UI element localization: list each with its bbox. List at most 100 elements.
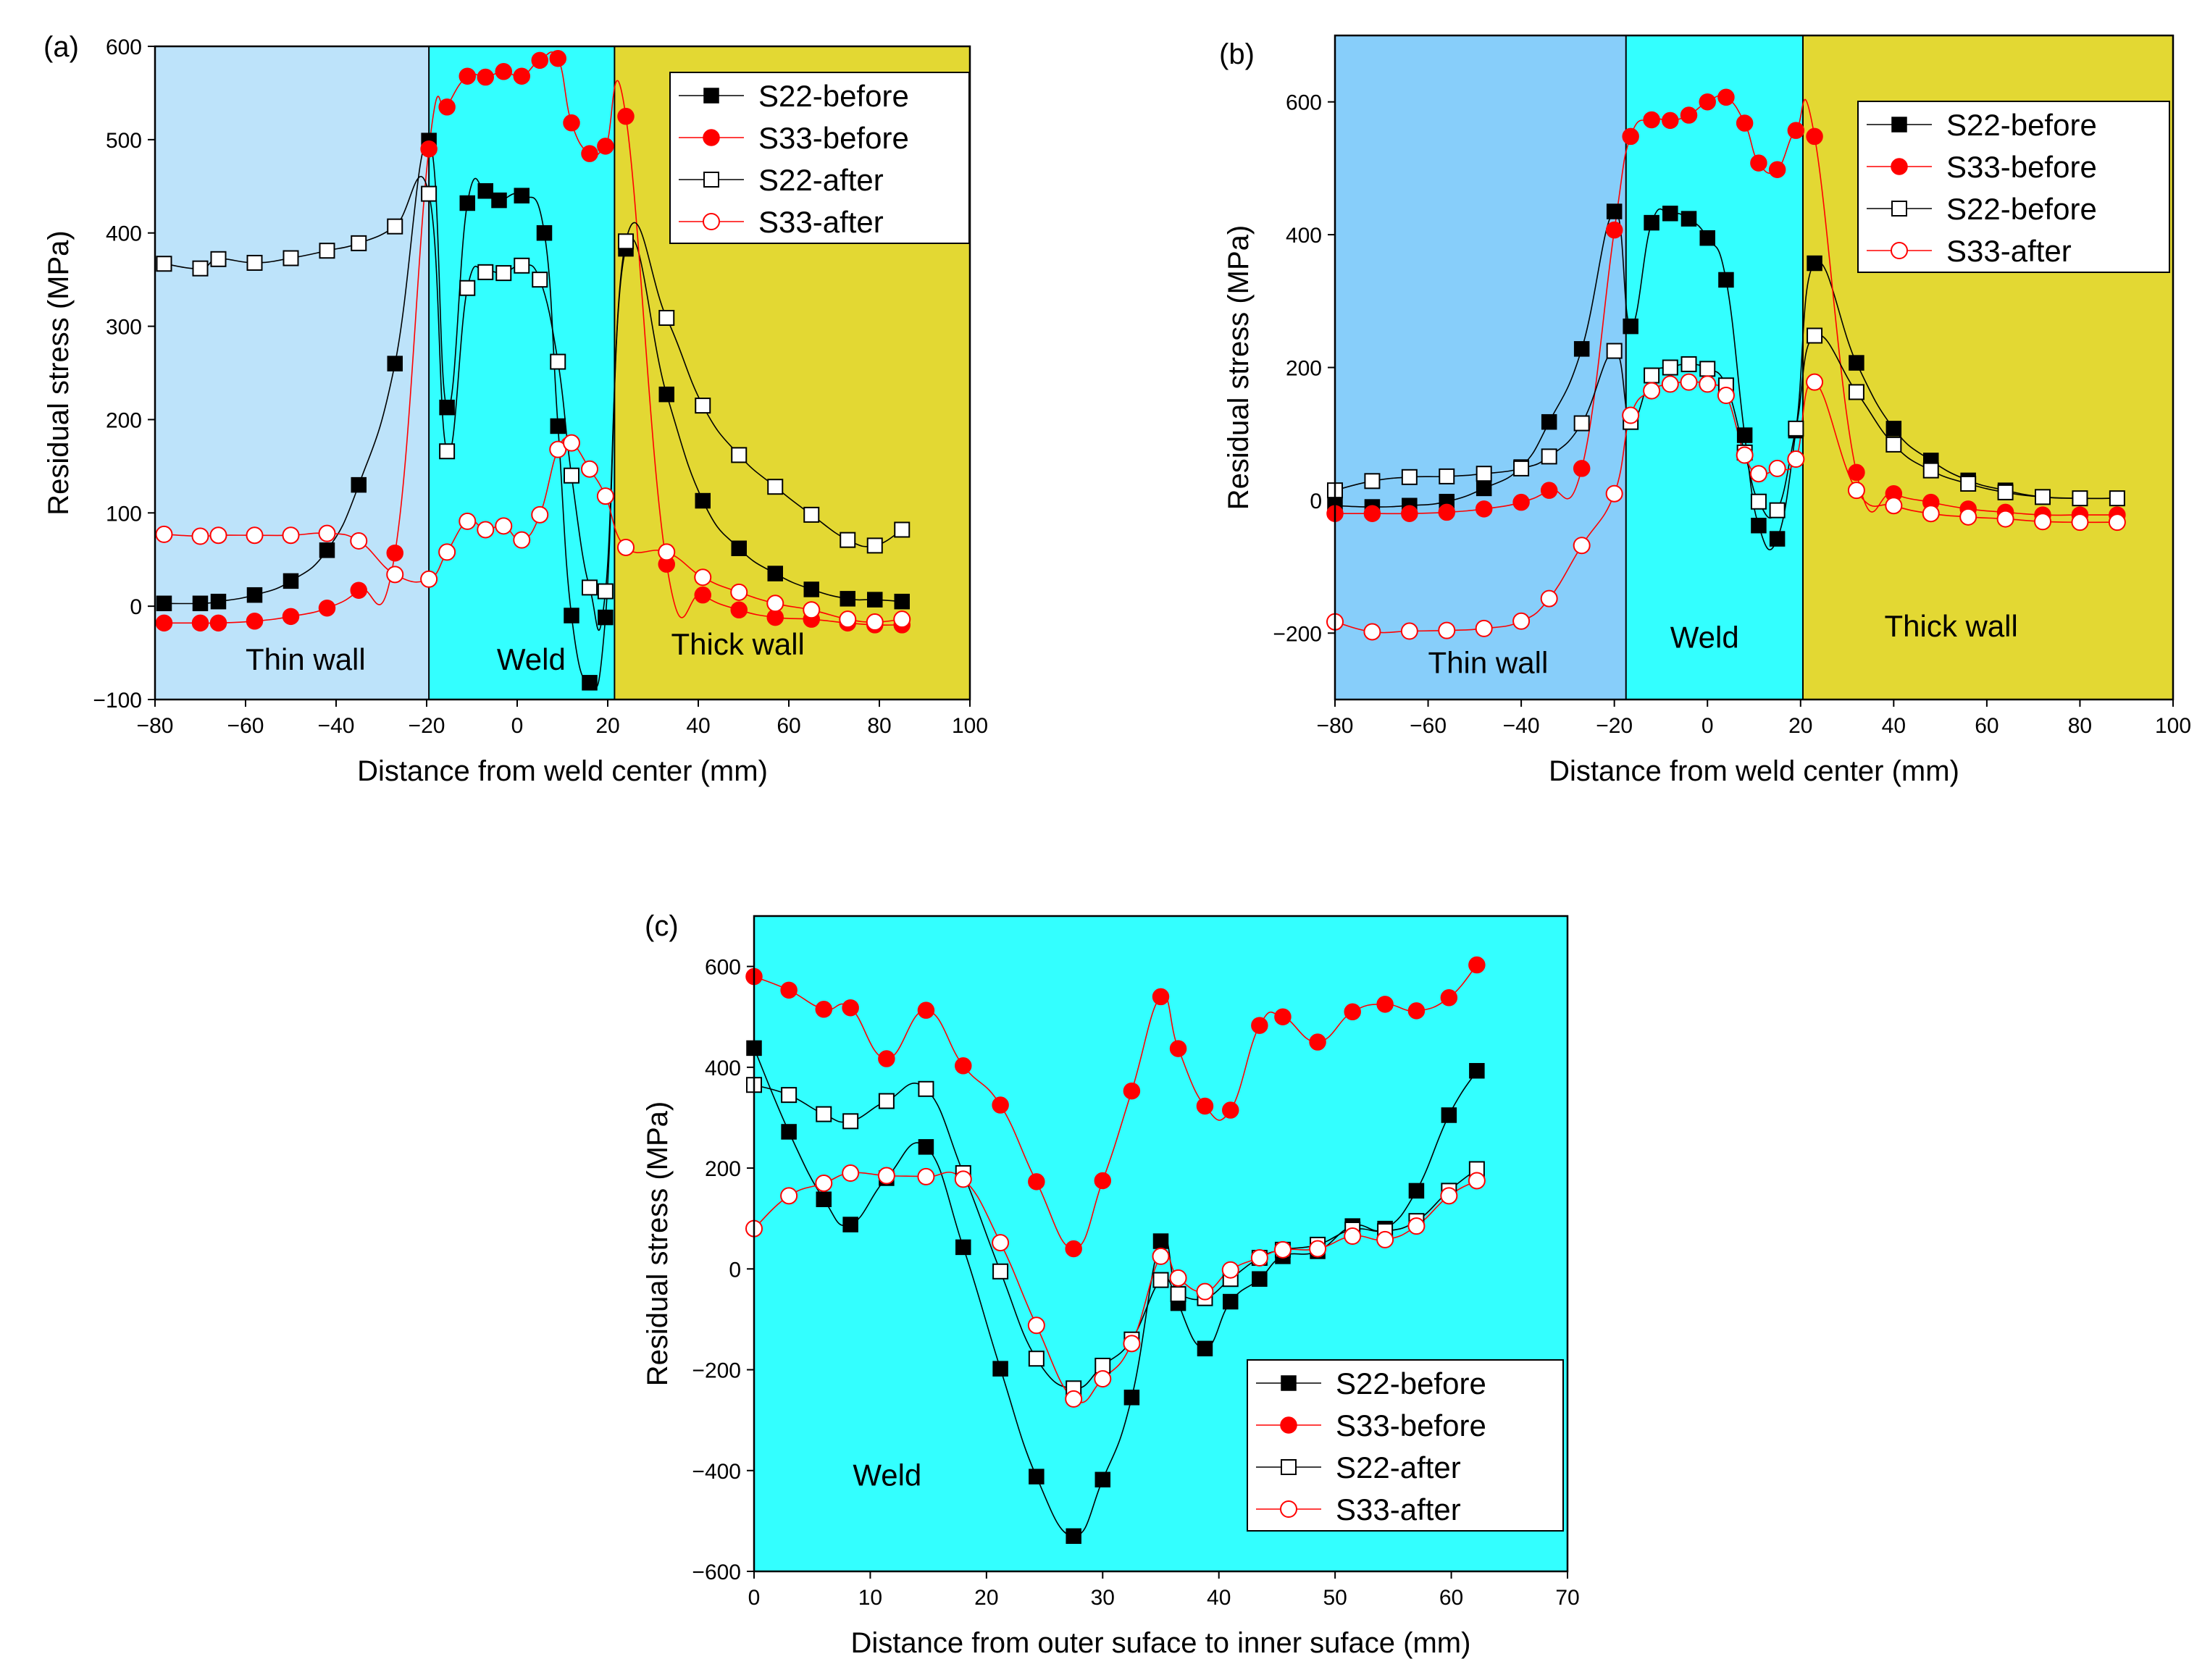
data-point-s33-before — [617, 107, 635, 125]
data-point-s33-before — [477, 68, 494, 86]
data-point-s33-after — [617, 538, 635, 556]
data-point-s22-after — [992, 1263, 1009, 1280]
data-point-s22-before — [2035, 489, 2051, 505]
data-point-s33-after — [2034, 513, 2052, 531]
legend-marker — [703, 129, 720, 146]
data-point-s33-before — [1440, 989, 1458, 1007]
legend-box — [1857, 101, 2170, 273]
data-point-s22-before — [156, 595, 172, 612]
data-point-s33-after — [495, 517, 513, 535]
data-point-s22-before — [550, 418, 566, 434]
data-point-s33-before — [1787, 122, 1805, 139]
data-point-s22-after — [351, 235, 367, 251]
data-point-s22-after — [918, 1080, 934, 1097]
legend-entry: S33-after — [1336, 1492, 1461, 1526]
data-point-s22-after — [282, 250, 299, 266]
data-point-s33-after — [1475, 619, 1493, 637]
data-point-s33-after — [531, 505, 549, 524]
data-point-s33-after — [1363, 623, 1381, 641]
data-point-s22-before — [894, 593, 910, 610]
data-point-s22-before — [514, 188, 530, 203]
legend-marker — [1891, 201, 1907, 217]
x-tick-label: 0 — [748, 1586, 761, 1610]
x-axis-title: Distance from weld center (mm) — [1549, 755, 1959, 787]
y-axis-title: Residual stress (MPa) — [642, 1101, 674, 1386]
data-point-s22-before — [767, 566, 783, 581]
data-point-s22-before — [816, 1191, 832, 1207]
data-point-s33-after — [438, 543, 456, 561]
data-point-s22-before — [1476, 480, 1492, 497]
region-label: Thin wall — [246, 642, 366, 676]
data-point-s22-before — [695, 492, 711, 509]
data-point-s22-before — [1469, 1062, 1485, 1079]
data-point-s22-before — [842, 1217, 858, 1232]
data-point-s33-after — [2108, 513, 2126, 532]
data-point-s22-before — [1408, 1183, 1425, 1199]
data-point-s33-before — [1376, 996, 1394, 1013]
data-point-s33-after — [1736, 446, 1754, 464]
data-point-s33-before — [842, 999, 859, 1017]
data-point-s33-after — [1438, 621, 1456, 639]
y-axis-title: Residual stress (MPa) — [1223, 225, 1255, 510]
y-tick-label: 0 — [729, 1258, 741, 1282]
data-point-s22-before — [1094, 1471, 1111, 1488]
data-point-s22-before — [1997, 484, 2014, 500]
data-point-s33-before — [318, 599, 336, 617]
data-point-s33-before — [1152, 988, 1170, 1006]
x-tick-label: 20 — [595, 714, 619, 738]
data-point-s22-after — [731, 447, 748, 463]
data-point-s22-after — [695, 398, 711, 414]
data-point-s33-after — [1768, 459, 1786, 477]
data-point-s33-after — [1787, 450, 1805, 469]
data-point-s33-after — [563, 434, 580, 452]
data-point-s22-before — [1606, 203, 1623, 219]
panel-label: (a) — [43, 31, 79, 63]
data-point-s33-after — [1749, 465, 1767, 483]
x-tick-label: 0 — [511, 714, 524, 738]
legend-marker — [703, 88, 719, 104]
data-point-s33-before — [1512, 493, 1530, 511]
x-tick-label: 60 — [1975, 714, 1998, 738]
data-point-s22-after — [192, 260, 209, 277]
data-point-s22-after — [514, 257, 530, 274]
legend-entry: S22-before — [1946, 108, 2097, 142]
x-tick-label: −40 — [1503, 714, 1540, 738]
data-point-s33-after — [1169, 1269, 1187, 1287]
data-point-s33-after — [1661, 375, 1679, 393]
x-tick-label: −60 — [1410, 714, 1447, 738]
data-point-s22-before — [1623, 318, 1638, 335]
data-point-s22-before — [1922, 462, 1939, 479]
data-point-s22-before — [1680, 356, 1697, 372]
data-point-s22-before — [439, 399, 455, 416]
data-point-s33-after — [1680, 373, 1698, 391]
data-point-s33-after — [1094, 1370, 1112, 1388]
x-tick-label: 40 — [686, 714, 710, 738]
data-point-s33-before — [549, 50, 566, 67]
data-point-s22-after — [156, 256, 172, 272]
data-point-s22-before — [1401, 469, 1418, 485]
data-point-s22-after — [210, 251, 227, 267]
data-point-s33-after — [1221, 1261, 1239, 1279]
data-point-s33-before — [1169, 1040, 1187, 1057]
data-point-s33-after — [1699, 375, 1717, 393]
data-point-s22-before — [1680, 211, 1697, 227]
data-point-s22-before — [1788, 420, 1804, 437]
region-label: Weld — [853, 1458, 921, 1492]
x-tick-label: 100 — [2155, 714, 2191, 738]
data-point-s33-after — [1959, 508, 1977, 526]
data-point-s33-after — [766, 595, 784, 613]
data-point-s33-before — [1643, 111, 1660, 129]
data-point-s33-after — [1806, 373, 1824, 391]
data-point-s33-before — [1573, 460, 1591, 477]
data-point-s33-before — [191, 614, 209, 632]
panel-c: Weld 0 10 20 30 40 50 60 70 −600 −400 −200 0 200 400 60… — [642, 910, 1580, 1659]
y-tick-label: 400 — [1286, 224, 1322, 248]
data-point-s33-after — [420, 570, 438, 588]
x-tick-label: 20 — [1788, 714, 1812, 738]
data-point-s22-before — [2072, 490, 2088, 507]
data-point-s33-after — [893, 610, 911, 629]
data-point-s22-before — [582, 675, 598, 691]
data-point-s33-before — [1222, 1101, 1239, 1119]
data-point-s22-before — [1476, 466, 1492, 482]
data-point-s33-after — [780, 1187, 798, 1205]
